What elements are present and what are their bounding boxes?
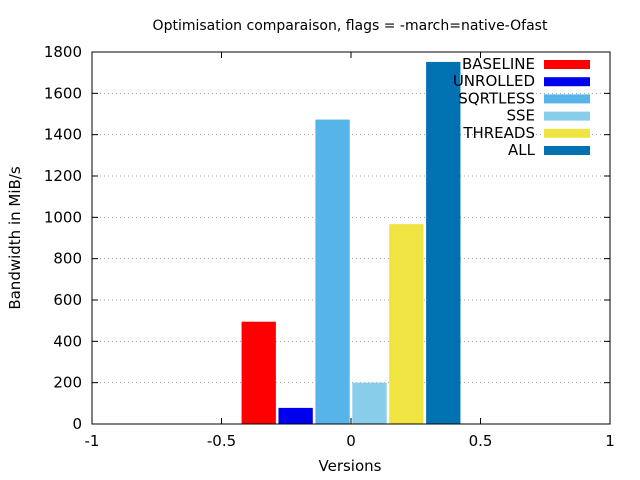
x-tick-label: -1 [85, 432, 100, 450]
legend-label-baseline: BASELINE [462, 55, 535, 73]
y-tick-label: 1600 [44, 84, 82, 102]
legend-swatch-baseline [544, 60, 590, 69]
bar-sqrtless [315, 119, 350, 424]
bar-unrolled [278, 407, 313, 424]
y-axis-label: Bandwidth in MiB/s [6, 166, 24, 310]
y-tick-label: 1800 [44, 43, 82, 61]
x-tick-label: -0.5 [207, 432, 236, 450]
y-tick-label: 400 [53, 332, 82, 350]
y-tick-label: 600 [53, 291, 82, 309]
y-tick-label: 1200 [44, 167, 82, 185]
bar-all [426, 61, 461, 425]
legend-label-unrolled: UNROLLED [453, 72, 535, 90]
bar-sse [352, 382, 387, 424]
bar-threads [389, 224, 424, 424]
legend-label-threads: THREADS [462, 124, 535, 142]
legend-swatch-unrolled [544, 77, 590, 87]
bars [241, 61, 461, 425]
legend-swatch-sse [544, 111, 590, 121]
x-tick-label: 0.5 [469, 432, 493, 450]
bar-baseline [241, 321, 276, 424]
legend-label-sqrtless: SQRTLESS [458, 89, 535, 107]
y-tick-label: 0 [72, 415, 82, 433]
legend-swatch-all [544, 146, 590, 155]
chart-title: Optimisation comparaison, flags = -march… [153, 18, 548, 34]
legend-label-all: ALL [508, 141, 536, 159]
legend-swatch-threads [544, 128, 590, 138]
y-tick-label: 200 [53, 374, 82, 392]
legend-swatch-sqrtless [544, 94, 590, 104]
x-axis-label: Versions [319, 457, 382, 475]
y-tick-label: 1000 [44, 208, 82, 226]
legend-label-sse: SSE [506, 107, 535, 125]
y-tick-label: 1400 [44, 126, 82, 144]
x-tick-label: 1 [605, 432, 615, 450]
axis-ticks: 0 200 400 600 800 1000 1200 1400 1600 1800 -1 -0.5 0… [44, 43, 615, 450]
x-tick-label: 0 [346, 432, 356, 450]
y-tick-label: 800 [53, 250, 82, 268]
